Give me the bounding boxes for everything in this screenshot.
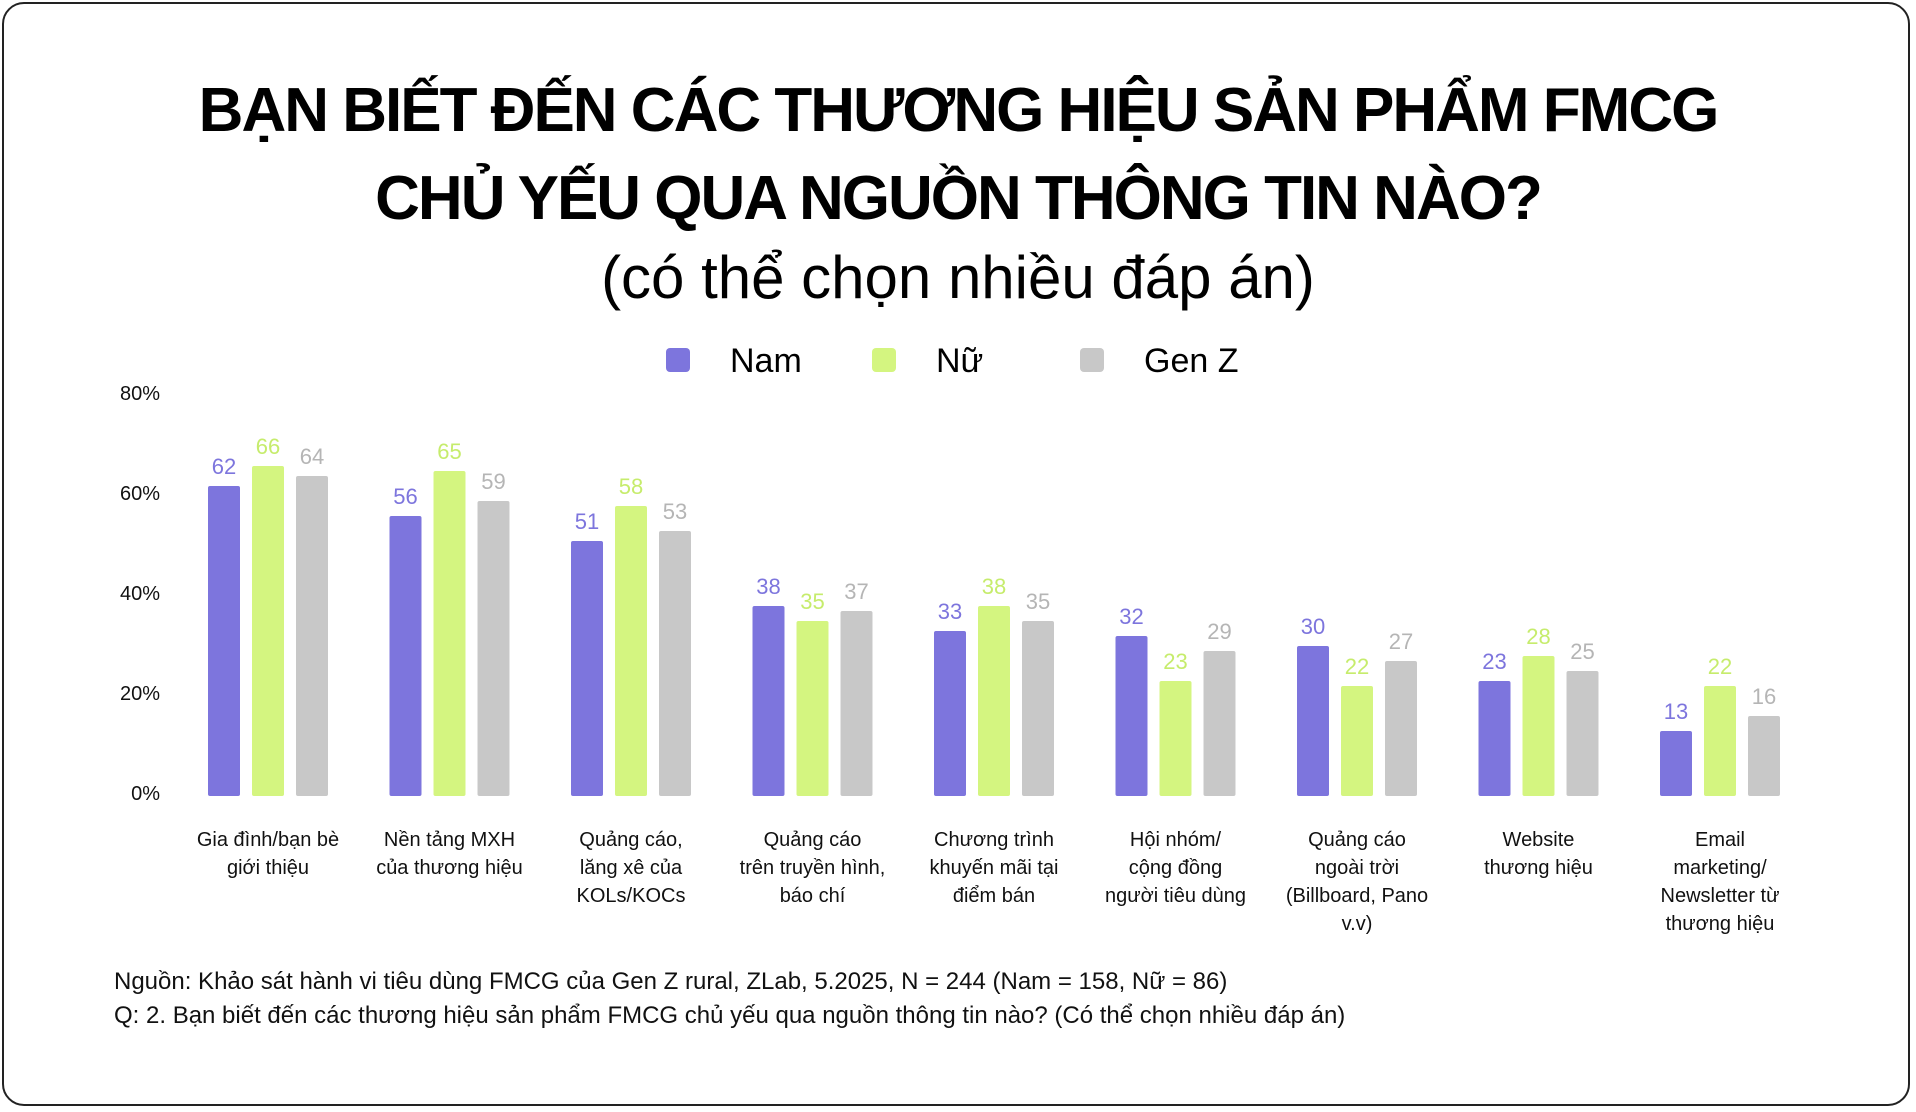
data-label-genz: 37 xyxy=(844,579,868,604)
data-label-nu: 22 xyxy=(1345,654,1369,679)
question-note: Q: 2. Bạn biết đến các thương hiệu sản p… xyxy=(114,1002,1346,1029)
bar-nam xyxy=(571,541,603,796)
y-tick-label: 40% xyxy=(120,583,160,605)
legend-label-nu: Nữ xyxy=(936,342,984,380)
bar-genz xyxy=(1203,651,1236,796)
x-category-label: Quảng cáo trên truyền hình, báo chí xyxy=(740,829,886,907)
legend-swatch-nu xyxy=(872,348,896,372)
data-label-genz: 35 xyxy=(1026,589,1050,614)
x-category-label: Chương trình khuyến mãi tại điểm bán xyxy=(930,829,1059,907)
data-label-nu: 58 xyxy=(619,474,643,499)
bar-nu xyxy=(252,466,284,796)
data-label-genz: 59 xyxy=(481,469,505,494)
bar-nu xyxy=(1159,681,1192,796)
bar-genz xyxy=(296,476,328,796)
bar-nam xyxy=(1115,636,1148,796)
bar-nam xyxy=(1297,646,1329,796)
data-label-nu: 66 xyxy=(256,434,280,459)
data-label-nam: 23 xyxy=(1482,649,1506,674)
data-label-genz: 29 xyxy=(1207,619,1231,644)
chart-title-line-2: CHỦ YẾU QUA NGUỒN THÔNG TIN NÀO? xyxy=(375,164,1543,233)
y-tick-label: 80% xyxy=(120,383,160,405)
source-note: Nguồn: Khảo sát hành vi tiêu dùng FMCG c… xyxy=(114,968,1228,995)
bar-nam xyxy=(1478,681,1511,796)
x-category-label: Website thương hiệu xyxy=(1484,829,1593,879)
data-label-genz: 64 xyxy=(300,444,324,469)
bar-nu xyxy=(1341,686,1373,796)
data-label-nu: 28 xyxy=(1526,624,1550,649)
bar-genz xyxy=(659,531,691,796)
bar-genz xyxy=(1022,621,1054,796)
bar-genz xyxy=(1385,661,1417,796)
x-category-label: Quảng cáo, lăng xê của KOLs/KOCs xyxy=(577,829,686,907)
legend-swatch-nam xyxy=(666,348,690,372)
bar-chart: 0% 20% 40% 60% 80% 62 66 64 Gia đình/bạn bè giới … xyxy=(120,383,1780,935)
x-category-label: Gia đình/bạn bè giới thiệu xyxy=(197,829,339,879)
legend-swatch-genz xyxy=(1080,348,1104,372)
chart-title-line-1: BẠN BIẾT ĐẾN CÁC THƯƠNG HIỆU SẢN PHẨM FM… xyxy=(198,76,1720,145)
bar-nu xyxy=(615,506,647,796)
data-label-nu: 65 xyxy=(437,439,461,464)
x-category-label: Email marketing/Newsletter từ thương hiệu xyxy=(1661,829,1780,935)
data-label-nu: 35 xyxy=(800,589,824,614)
data-label-nam: 32 xyxy=(1119,604,1143,629)
y-tick-label: 0% xyxy=(131,783,160,805)
x-category-label: Hội nhóm/cộng đồng người tiêu dùng xyxy=(1105,829,1246,907)
data-label-nu: 23 xyxy=(1163,649,1187,674)
legend-label-genz: Gen Z xyxy=(1144,342,1239,380)
data-label-genz: 16 xyxy=(1752,684,1776,709)
y-tick-label: 20% xyxy=(120,683,160,705)
bar-genz xyxy=(477,501,510,796)
x-category-label: Quảng cáo ngoài trời (Billboard, Pano v.v) xyxy=(1286,829,1428,935)
data-label-nu: 22 xyxy=(1708,654,1732,679)
data-label-nu: 38 xyxy=(982,574,1006,599)
bar-nu xyxy=(796,621,829,796)
data-label-nam: 38 xyxy=(756,574,780,599)
x-category-label: Nền tảng MXH của thương hiệu xyxy=(376,829,523,879)
bar-nu xyxy=(433,471,466,796)
bar-genz xyxy=(840,611,873,796)
legend-label-nam: Nam xyxy=(730,342,802,380)
data-label-nam: 33 xyxy=(938,599,962,624)
data-label-nam: 30 xyxy=(1301,614,1325,639)
data-label-nam: 56 xyxy=(393,484,417,509)
data-label-genz: 25 xyxy=(1570,639,1594,664)
bar-nam xyxy=(934,631,966,796)
chart-subtitle: (có thể chọn nhiều đáp án) xyxy=(601,244,1315,311)
data-label-nam: 62 xyxy=(212,454,236,479)
data-label-genz: 27 xyxy=(1389,629,1413,654)
bar-genz xyxy=(1748,716,1780,796)
bar-nu xyxy=(1522,656,1555,796)
y-tick-label: 60% xyxy=(120,483,160,505)
data-label-nam: 51 xyxy=(575,509,599,534)
bar-nam xyxy=(389,516,422,796)
bar-genz xyxy=(1566,671,1599,796)
bar-nam xyxy=(1660,731,1692,796)
bar-nam xyxy=(752,606,785,796)
bar-nu xyxy=(1704,686,1736,796)
bar-nam xyxy=(208,486,240,796)
bar-nu xyxy=(978,606,1010,796)
data-label-nam: 13 xyxy=(1664,699,1688,724)
data-label-genz: 53 xyxy=(663,499,687,524)
